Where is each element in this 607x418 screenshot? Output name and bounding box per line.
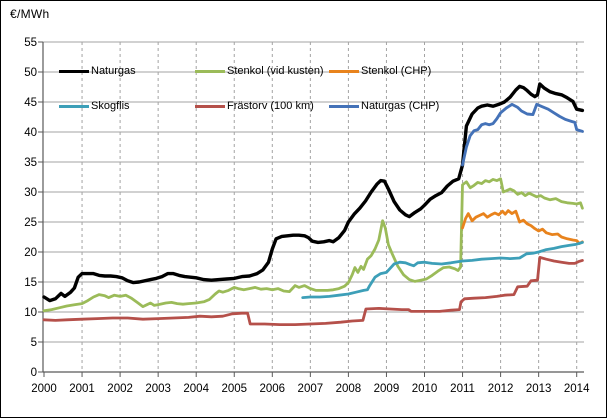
legend-item-naturgas: Naturgas	[59, 64, 136, 78]
legend-label: Stenkol (CHP)	[361, 65, 432, 77]
x-tick-label: 2007	[298, 383, 324, 395]
legend-label: Frästorv (100 km)	[227, 100, 314, 112]
x-tick-label: 2010	[412, 383, 438, 395]
x-tick-label: 2006	[260, 383, 286, 395]
legend-item-naturgas-chp: Naturgas (CHP)	[329, 99, 439, 113]
x-tick-label: 2013	[526, 383, 552, 395]
y-tick-label: 20	[24, 247, 37, 259]
x-tick-label: 2008	[336, 383, 362, 395]
series-line-naturgas-chp	[461, 102, 584, 167]
x-tick-label: 2002	[107, 383, 133, 395]
legend-label: Stenkol (vid kusten)	[227, 65, 324, 77]
y-tick-label: 40	[24, 127, 37, 139]
legend-label: Naturgas	[91, 65, 136, 77]
x-tick-label: 2005	[221, 383, 247, 395]
y-tick-label: 5	[31, 337, 37, 349]
frastorv-line-swatch	[195, 104, 225, 108]
x-tick-label: 2001	[69, 383, 95, 395]
naturgas-line-swatch	[59, 69, 89, 73]
y-tick-label: 0	[31, 367, 37, 379]
y-tick-label: 15	[24, 277, 37, 289]
y-tick-label: 45	[24, 97, 37, 109]
x-tick-label: 2011	[450, 383, 475, 395]
series-line-skogflis	[301, 240, 584, 300]
legend-item-skogflis: Skogflis	[59, 99, 130, 113]
x-tick-label: 2014	[564, 383, 590, 395]
legend-item-stenkol-kusten: Stenkol (vid kusten)	[195, 64, 324, 78]
x-tick-label: 2000	[31, 383, 57, 395]
stenkol-kusten-line-swatch	[195, 69, 225, 73]
x-tick-label: 2012	[488, 383, 514, 395]
y-tick-label: 25	[24, 217, 37, 229]
y-tick-label: 50	[24, 67, 37, 79]
skogflis-line-swatch	[59, 104, 89, 108]
series-line-fr-storv-100-km	[42, 255, 584, 327]
y-tick-label: 30	[24, 187, 37, 199]
y-tick-label: 35	[24, 157, 37, 169]
x-tick-label: 2003	[145, 383, 171, 395]
x-tick-label: 2004	[183, 383, 209, 395]
series-line-stenkol-vid-kusten	[42, 177, 584, 313]
series-line-naturgas	[42, 82, 585, 303]
series-line-stenkol-chp	[461, 209, 584, 246]
legend-item-stenkol-chp: Stenkol (CHP)	[329, 64, 431, 78]
stenkol-chp-line-swatch	[329, 69, 359, 73]
y-tick-label: 10	[24, 307, 37, 319]
legend-item-frastorv: Frästorv (100 km)	[195, 99, 314, 113]
y-tick-label: 55	[24, 37, 37, 49]
y-axis-unit-label: €/MWh	[10, 7, 50, 21]
x-tick-label: 2009	[374, 383, 400, 395]
legend-label: Skogflis	[91, 100, 130, 112]
naturgas-chp-line-swatch	[329, 104, 359, 108]
legend-label: Naturgas (CHP)	[361, 100, 440, 112]
